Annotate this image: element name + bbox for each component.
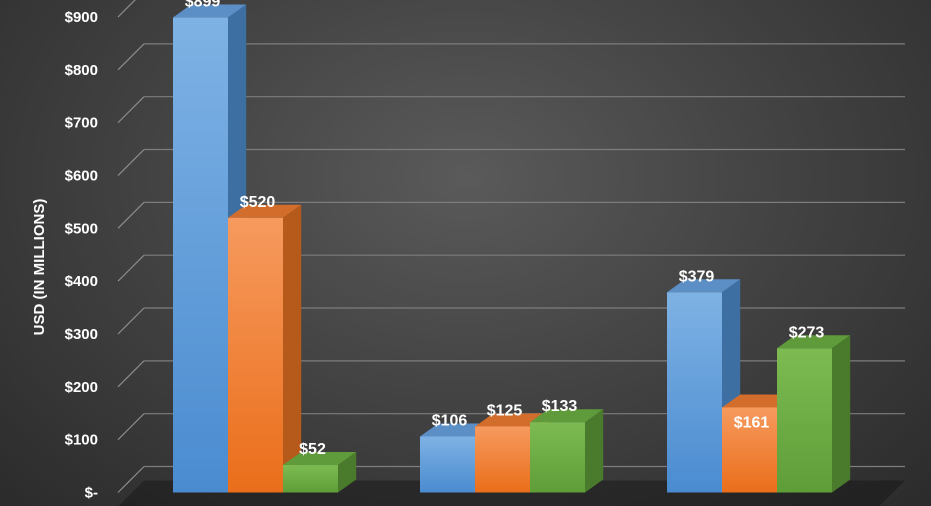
- y-tick-label: $400: [65, 273, 98, 290]
- bar: [228, 217, 283, 493]
- bar-side: [585, 409, 604, 493]
- y-tick-label: $900: [65, 9, 98, 26]
- y-tick-label: $700: [65, 115, 98, 132]
- bars: [173, 4, 851, 493]
- data-label: $52: [299, 441, 326, 458]
- y-tick-label: $600: [65, 168, 98, 185]
- bar-top: [722, 394, 796, 408]
- data-label: $273: [789, 324, 825, 341]
- gridline-diagonal: [117, 201, 145, 229]
- data-label: $520: [240, 194, 276, 211]
- bar-top: [530, 409, 604, 423]
- gridline-diagonal: [117, 360, 145, 388]
- bar-top: [475, 413, 549, 427]
- gridline-diagonal: [117, 254, 145, 282]
- gridline-diagonal: [117, 43, 145, 71]
- bar-top: [777, 335, 851, 349]
- bar: [530, 422, 585, 493]
- bar-top: [173, 4, 247, 18]
- data-label: $899: [185, 0, 221, 11]
- y-tick-label: $200: [65, 379, 98, 396]
- labels: $- $100 $200 $300 $400 $500 $600 $700 $800 $900 $8…: [65, 0, 825, 502]
- bar: [667, 292, 722, 493]
- gridline-diagonal: [117, 466, 145, 493]
- data-label: $133: [542, 398, 578, 415]
- data-label: $106: [432, 413, 468, 430]
- data-label: $379: [679, 268, 715, 285]
- bar: [283, 465, 338, 493]
- bar-side: [338, 452, 357, 493]
- bar: [722, 407, 777, 493]
- bar: [173, 17, 228, 493]
- data-label: $161: [734, 414, 770, 431]
- gridline-diagonal: [117, 0, 136, 18]
- y-tick-label: $300: [65, 326, 98, 343]
- bar-top: [667, 279, 741, 293]
- bar-side: [283, 204, 302, 493]
- gridline-diagonal: [117, 307, 145, 335]
- y-axis-title: USD (IN MILLIONS): [31, 199, 48, 336]
- gridline-diagonal: [117, 149, 145, 176]
- bar: [475, 426, 530, 493]
- y-tick-label: $-: [85, 485, 98, 502]
- gridline-diagonal: [117, 96, 145, 124]
- bar-top: [420, 423, 494, 437]
- y-tick-label: $500: [65, 220, 98, 237]
- bar: [420, 436, 475, 493]
- bar-top: [283, 452, 357, 466]
- data-label: $125: [487, 402, 523, 419]
- bar-side: [832, 335, 851, 493]
- bar-top: [228, 204, 302, 218]
- y-tick-label: $100: [65, 432, 98, 449]
- bar: [777, 348, 832, 493]
- gridline-diagonal: [117, 413, 145, 441]
- y-tick-label: $800: [65, 62, 98, 79]
